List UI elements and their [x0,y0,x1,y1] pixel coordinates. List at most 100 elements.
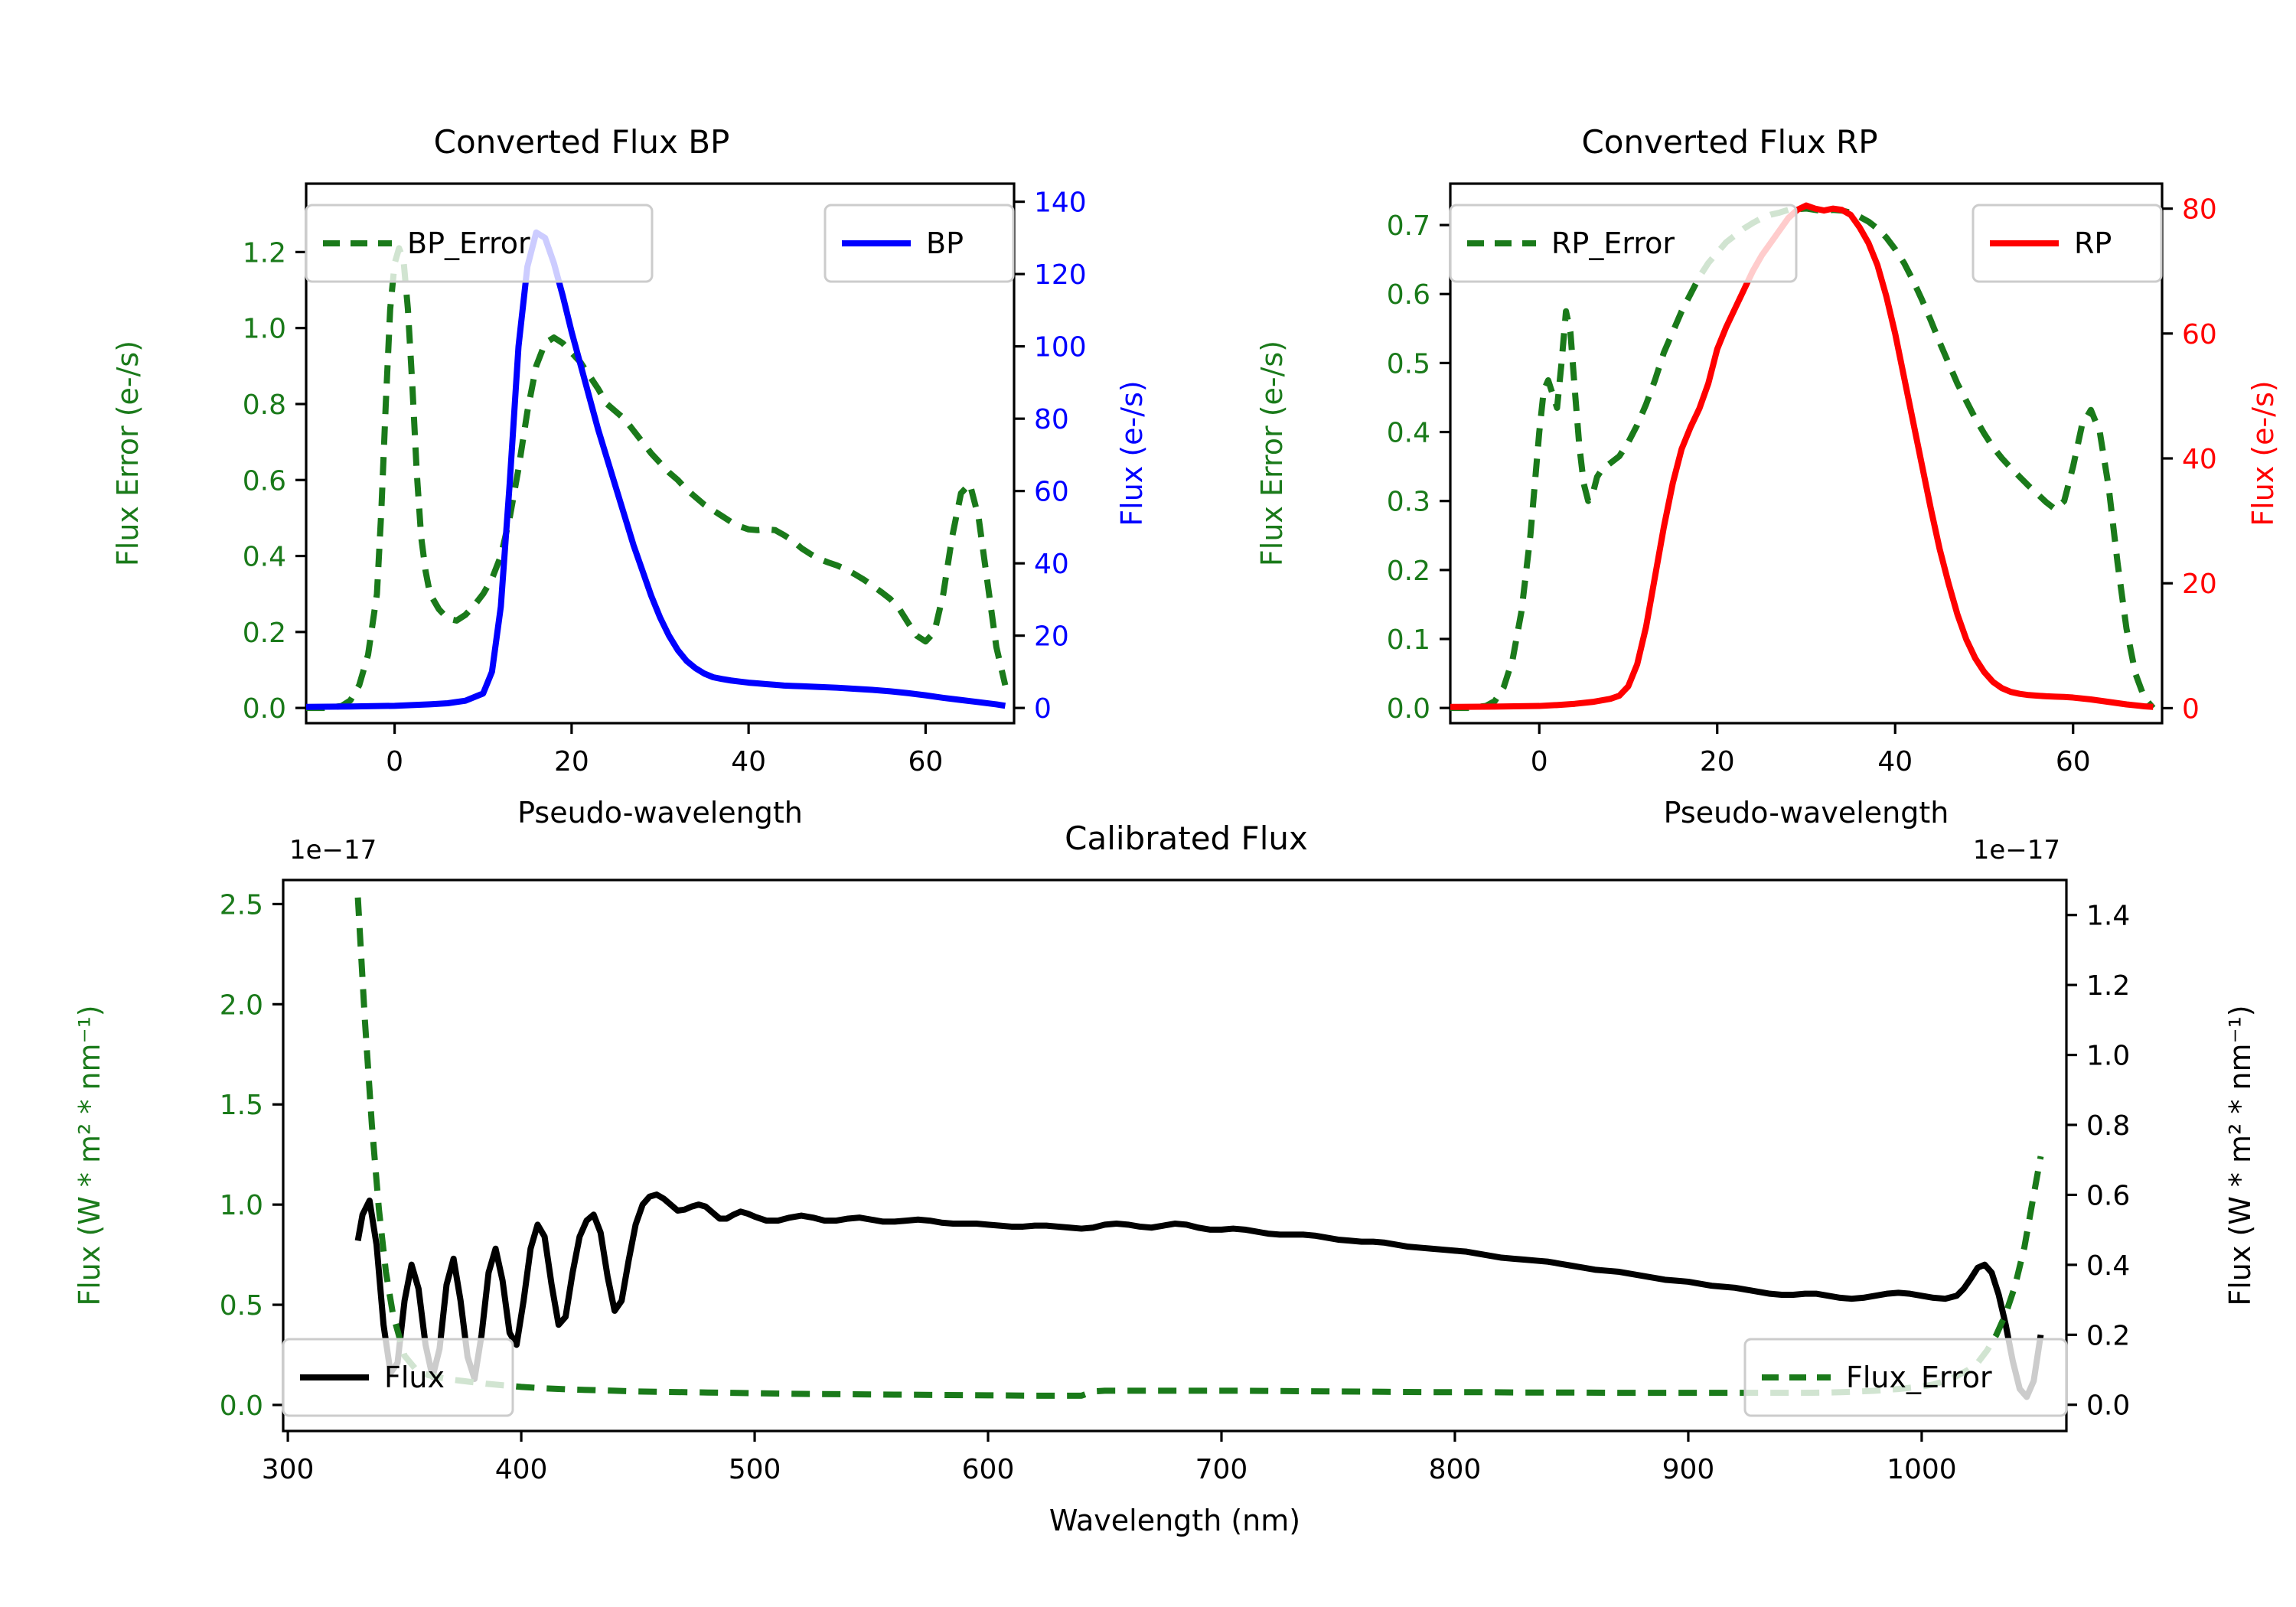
bp-plot-legend-bp: BP [823,204,1015,283]
cal-plot-series-flux_error [354,897,2044,1399]
cal-plot-legend-box-flux-error [1743,1338,2068,1417]
bp-plot-yticklabel-right: 60 [1034,477,1069,508]
bp-plot-yticklabel-right: 0 [1034,693,1052,725]
bp-plot-yticklabel-left: 1.2 [243,237,286,269]
rp-plot-yticklabel-left: 0.6 [1387,279,1430,311]
rp-plot-xticklabel: 0 [1531,746,1548,777]
cal-plot-xlabel: Wavelength (nm) [1049,1504,1300,1537]
bp-plot-yticklabel-left: 1.0 [243,314,286,345]
bp-plot-axes-frame [305,182,1016,725]
rp-plot-series-rp_error [1450,205,2156,712]
cal-plot-yticklabel-left: 2.5 [220,889,263,921]
rp-plot-xticklabel: 20 [1700,746,1735,777]
bp-plot-legend-label-bp: BP [926,227,964,260]
cal-plot-xticklabel: 900 [1662,1454,1715,1485]
rp-plot-yticklabel-right: 20 [2182,569,2217,600]
bp-plot-yticklabel-left: 0.8 [243,390,286,421]
bp-title: Converted Flux BP [434,123,730,161]
cal-plot-yticklabel-right: 1.2 [2086,970,2130,1002]
cal-plot-xticklabel: 300 [262,1454,315,1485]
rp-plot-yticklabel-left: 0.3 [1387,487,1430,518]
cal-plot-xticklabel: 600 [962,1454,1015,1485]
rp-plot-yticklabel-left: 0.1 [1387,624,1430,656]
cal-plot-yticklabel-right: 1.4 [2086,901,2130,932]
rp-plot-legend-label-rp: RP [2074,227,2112,260]
cal-plot-yticklabel-right: 0.6 [2086,1180,2130,1211]
bp-plot-legend-bp-error: BP_Error [305,204,654,283]
bp-plot-ylabel-left: Flux Error (e-/s) [111,341,145,566]
rp-plot-yticklabel-left: 0.2 [1387,556,1430,587]
cal-plot-xticklabel: 500 [729,1454,781,1485]
rp-plot-xticklabel: 60 [2056,746,2091,777]
cal-plot-xticklabel: 700 [1195,1454,1248,1485]
rp-plot-yticklabel-right: 60 [2182,319,2217,350]
rp-plot-legend-rp-error: RP_Error [1449,204,1798,283]
bp-plot-yticklabel-left: 0.0 [243,693,286,725]
cal-plot-ylabel-left: Flux (W * m² * nm⁻¹) [73,1005,106,1305]
rp-plot-legend-rp: RP [1971,204,2163,283]
bp-plot-yticklabel-right: 40 [1034,549,1069,580]
rp-title: Converted Flux RP [1581,123,1877,161]
bp-plot-legend-box-bp-error [305,204,654,283]
bp-plot-yticklabel-right: 120 [1034,259,1087,291]
cal-plot-series-flux [354,1191,2044,1400]
bp-plot-yticklabel-right: 20 [1034,621,1069,653]
cal-plot-yticklabel-right: 0.8 [2086,1110,2130,1142]
cal-plot-yticklabel-right: 0.2 [2086,1320,2130,1351]
bp-plot-series-bp_error [306,245,1009,712]
bp-plot-yticklabel-left: 0.4 [243,542,286,573]
rp-plot-legend-box-rp-error [1449,204,1798,283]
cal-plot-yticklabel-right: 1.0 [2086,1041,2130,1072]
cal-plot-yticklabel-right: 0.0 [2086,1390,2130,1422]
calibrated-title: Calibrated Flux [1065,820,1308,857]
cal-plot-yticklabel-left: 1.5 [220,1090,263,1121]
panel-calibrated-flux: Calibrated Flux 300 400 500 600 700 800 900 100… [0,811,2296,1607]
rp-plot-series-rp [1450,202,2154,710]
bp-plot-legend-box-bp [823,204,1015,283]
rp-plot-legend-box-rp [1971,204,2163,283]
bp-plot-yticklabel-right: 80 [1034,404,1069,435]
rp-plot-yticklabel-right: 80 [2182,194,2217,226]
panel-converted-flux-rp: Converted Flux RP 0 20 40 60 Pseudo-waveleng… [1148,0,2296,830]
cal-plot-legend-label-flux-error: Flux_Error [1846,1361,1992,1394]
bp-plot-yticklabel-left: 0.2 [243,618,286,649]
cal-plot-xticklabel: 800 [1429,1454,1482,1485]
cal-plot-xticklabel: 1000 [1887,1454,1957,1485]
cal-plot-axes-frame [282,878,2068,1433]
rp-plot-axes-frame [1449,182,2164,725]
rp-plot-yticklabel-left: 0.7 [1387,210,1430,242]
cal-plot-yticklabel-left: 0.5 [220,1290,263,1322]
cal-plot-legend-box-flux [282,1338,514,1417]
rp-plot-legend-label-rp-error: RP_Error [1551,227,1675,260]
rp-plot-yticklabel-right: 0 [2182,693,2200,725]
bp-plot-xticklabel: 0 [386,746,403,777]
bp-plot-yticklabel-right: 140 [1034,187,1087,219]
rp-plot-xlabel: Pseudo-wavelength [1664,796,1949,830]
calibrated-offset-left: 1e−17 [289,835,377,865]
bp-plot-legend-label-bp-error: BP_Error [407,227,530,260]
bp-plot-xlabel: Pseudo-wavelength [517,796,803,830]
cal-plot-yticklabel-left: 0.0 [220,1390,263,1422]
cal-plot-legend-flux-error: Flux_Error [1743,1338,2068,1417]
cal-plot-xticklabel: 400 [495,1454,548,1485]
bp-plot-yticklabel-left: 0.6 [243,465,286,497]
calibrated-offset-right: 1e−17 [1973,835,2060,865]
cal-plot-legend-flux: Flux [282,1338,514,1417]
rp-plot-yticklabel-left: 0.0 [1387,693,1430,725]
bp-plot-xticklabel: 20 [554,746,589,777]
cal-plot-ylabel-right: Flux (W * m² * nm⁻¹) [2223,1005,2257,1305]
rp-plot-ylabel-left: Flux Error (e-/s) [1255,341,1289,566]
cal-plot-yticklabel-left: 1.0 [220,1190,263,1221]
panel-converted-flux-bp: Converted Flux BP 0 20 40 60 Pseudo-waveleng… [0,0,1149,830]
cal-plot-yticklabel-left: 2.0 [220,989,263,1021]
cal-plot-legend-label-flux: Flux [384,1361,445,1394]
rp-plot-yticklabel-left: 0.4 [1387,418,1430,449]
bp-plot-xticklabel: 40 [731,746,766,777]
rp-plot-xticklabel: 40 [1877,746,1913,777]
bp-plot-yticklabel-right: 100 [1034,332,1087,363]
bp-plot-series-bp [306,229,1006,710]
bp-plot-xticklabel: 60 [908,746,943,777]
bp-plot-ylabel-right: Flux (e-/s) [1115,380,1149,526]
rp-plot-yticklabel-left: 0.5 [1387,348,1430,380]
